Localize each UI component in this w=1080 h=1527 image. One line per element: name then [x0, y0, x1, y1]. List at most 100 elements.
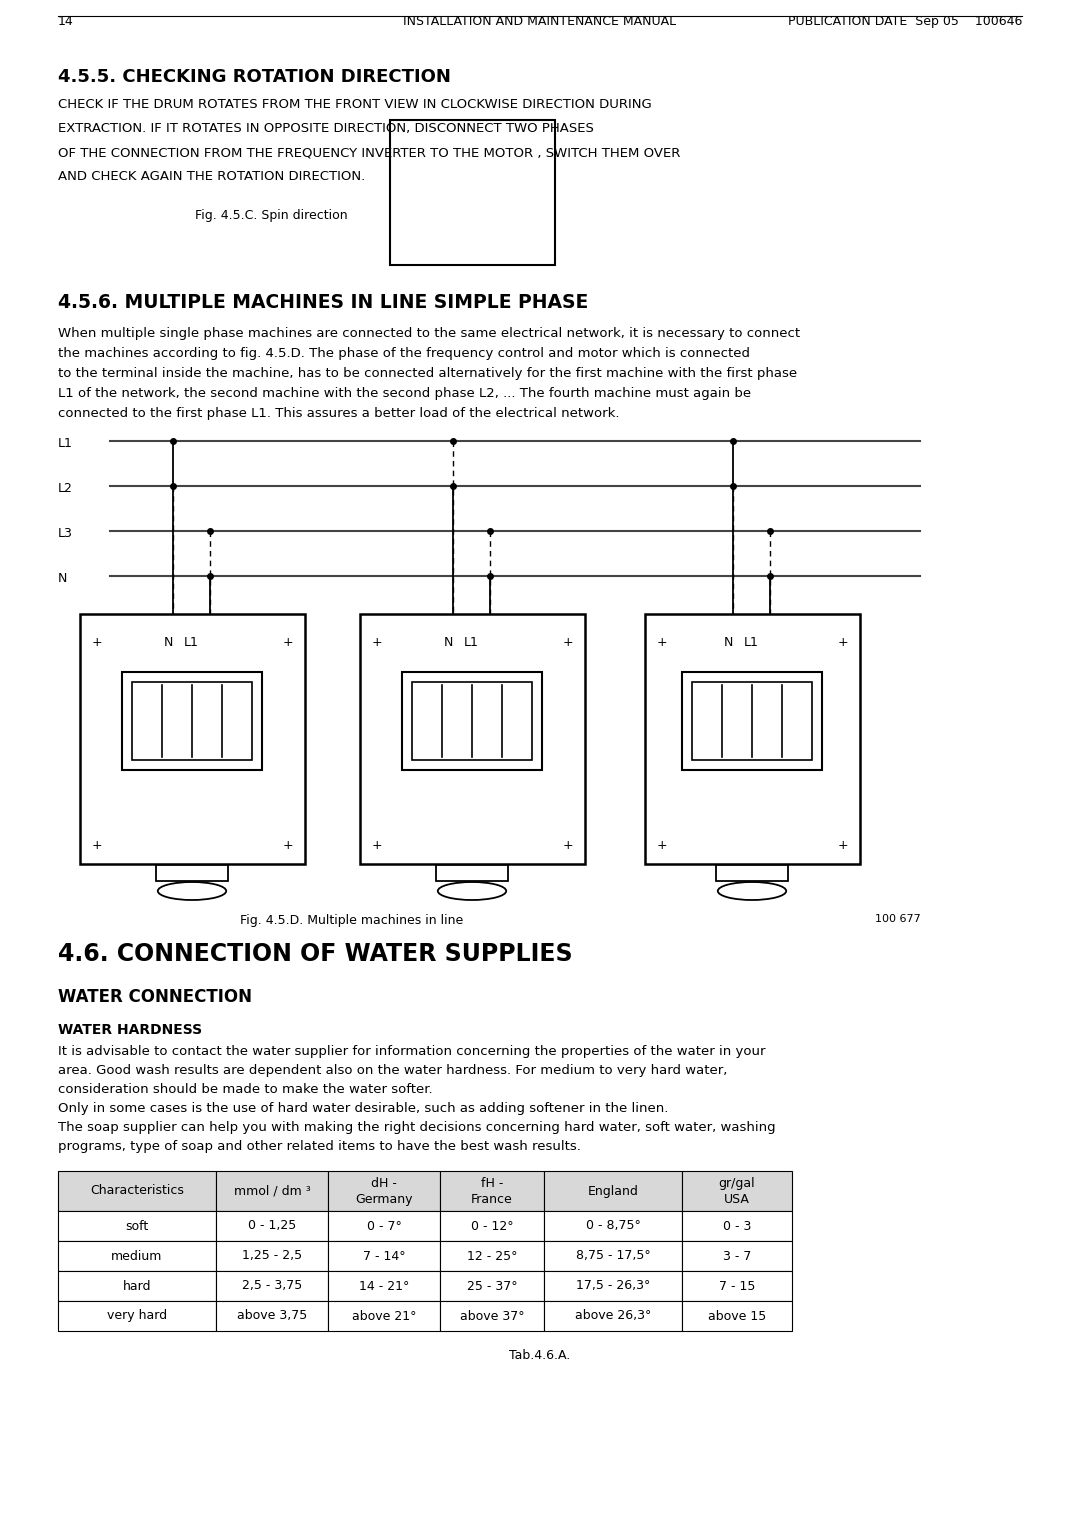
Bar	[411, 683, 532, 760]
Bar	[544, 1171, 681, 1211]
Bar	[216, 1211, 328, 1241]
Text: 12 - 25°: 12 - 25°	[467, 1249, 517, 1263]
Bar	[681, 672, 822, 770]
Text: +: +	[372, 838, 382, 852]
Bar	[440, 1241, 544, 1270]
Text: Characteristics: Characteristics	[90, 1185, 184, 1197]
Text: PUBLICATION DATE  Sep 05    100646: PUBLICATION DATE Sep 05 100646	[787, 15, 1022, 27]
Text: 4.6. CONNECTION OF WATER SUPPLIES: 4.6. CONNECTION OF WATER SUPPLIES	[58, 942, 572, 967]
Ellipse shape	[158, 883, 226, 899]
Bar	[216, 1270, 328, 1301]
Text: +: +	[563, 838, 573, 852]
Text: +: +	[657, 637, 667, 649]
Text: L1: L1	[744, 637, 759, 649]
Text: Germany: Germany	[355, 1193, 413, 1206]
Text: Only in some cases is the use of hard water desirable, such as adding softener i: Only in some cases is the use of hard wa…	[58, 1102, 669, 1115]
Text: +: +	[283, 637, 294, 649]
Bar	[544, 1301, 681, 1332]
Bar	[156, 864, 228, 881]
Bar	[360, 614, 585, 864]
Text: soft: soft	[125, 1220, 149, 1232]
Bar	[58, 1270, 216, 1301]
Text: AND CHECK AGAIN THE ROTATION DIRECTION.: AND CHECK AGAIN THE ROTATION DIRECTION.	[58, 169, 365, 183]
Text: Fig. 4.5.D. Multiple machines in line: Fig. 4.5.D. Multiple machines in line	[240, 915, 463, 927]
Text: +: +	[838, 838, 849, 852]
Text: 3 - 7: 3 - 7	[723, 1249, 752, 1263]
Text: It is advisable to contact the water supplier for information concerning the pro: It is advisable to contact the water sup…	[58, 1044, 766, 1058]
Bar	[402, 672, 542, 770]
Ellipse shape	[718, 883, 786, 899]
Text: 100 677: 100 677	[875, 915, 921, 924]
Text: WATER CONNECTION: WATER CONNECTION	[58, 988, 252, 1006]
Text: 7 - 14°: 7 - 14°	[363, 1249, 405, 1263]
Text: WATER HARDNESS: WATER HARDNESS	[58, 1023, 202, 1037]
Text: 17,5 - 26,3°: 17,5 - 26,3°	[576, 1280, 650, 1292]
Text: 14 - 21°: 14 - 21°	[359, 1280, 409, 1292]
Text: 0 - 12°: 0 - 12°	[471, 1220, 513, 1232]
Text: Tab.4.6.A.: Tab.4.6.A.	[510, 1348, 570, 1362]
Text: N: N	[444, 637, 454, 649]
Text: L1: L1	[184, 637, 199, 649]
Text: programs, type of soap and other related items to have the best wash results.: programs, type of soap and other related…	[58, 1141, 581, 1153]
Text: 8,75 - 17,5°: 8,75 - 17,5°	[576, 1249, 650, 1263]
Bar	[328, 1211, 440, 1241]
Text: 25 - 37°: 25 - 37°	[467, 1280, 517, 1292]
Text: When multiple single phase machines are connected to the same electrical network: When multiple single phase machines are …	[58, 327, 800, 341]
Text: area. Good wash results are dependent also on the water hardness. For medium to : area. Good wash results are dependent al…	[58, 1064, 727, 1077]
Bar	[544, 1211, 681, 1241]
Bar	[328, 1270, 440, 1301]
Bar	[440, 1301, 544, 1332]
Text: INSTALLATION AND MAINTENANCE MANUAL: INSTALLATION AND MAINTENANCE MANUAL	[404, 15, 676, 27]
Bar	[681, 1241, 792, 1270]
Bar	[80, 614, 305, 864]
Text: EXTRACTION. IF IT ROTATES IN OPPOSITE DIRECTION, DISCONNECT TWO PHASES: EXTRACTION. IF IT ROTATES IN OPPOSITE DI…	[58, 122, 594, 134]
Text: 1,25 - 2,5: 1,25 - 2,5	[242, 1249, 302, 1263]
Bar	[390, 121, 555, 266]
Text: gr/gal: gr/gal	[718, 1177, 755, 1191]
Text: above 37°: above 37°	[460, 1310, 524, 1322]
Text: L1: L1	[464, 637, 478, 649]
Bar	[328, 1171, 440, 1211]
Text: 4.5.5. CHECKING ROTATION DIRECTION: 4.5.5. CHECKING ROTATION DIRECTION	[58, 69, 450, 86]
Text: fH -: fH -	[481, 1177, 503, 1191]
Bar	[440, 1211, 544, 1241]
Text: N: N	[724, 637, 733, 649]
Bar	[122, 672, 262, 770]
Bar	[132, 683, 252, 760]
Ellipse shape	[437, 883, 507, 899]
Text: above 15: above 15	[707, 1310, 766, 1322]
Text: the machines according to fig. 4.5.D. The phase of the frequency control and mot: the machines according to fig. 4.5.D. Th…	[58, 347, 750, 360]
Text: N: N	[58, 573, 67, 585]
Bar	[716, 864, 788, 881]
Text: L1 of the network, the second machine with the second phase L2, ... The fourth m: L1 of the network, the second machine wi…	[58, 386, 751, 400]
Text: CHECK IF THE DRUM ROTATES FROM THE FRONT VIEW IN CLOCKWISE DIRECTION DURING: CHECK IF THE DRUM ROTATES FROM THE FRONT…	[58, 98, 651, 111]
Text: 14: 14	[58, 15, 73, 27]
Bar	[216, 1241, 328, 1270]
Text: to the terminal inside the machine, has to be connected alternatively for the fi: to the terminal inside the machine, has …	[58, 366, 797, 380]
Bar	[440, 1171, 544, 1211]
Text: France: France	[471, 1193, 513, 1206]
Text: L3: L3	[58, 527, 72, 541]
Text: The soap supplier can help you with making the right decisions concerning hard w: The soap supplier can help you with maki…	[58, 1121, 775, 1135]
Text: +: +	[372, 637, 382, 649]
Text: connected to the first phase L1. This assures a better load of the electrical ne: connected to the first phase L1. This as…	[58, 408, 620, 420]
Text: mmol / dm ³: mmol / dm ³	[233, 1185, 310, 1197]
Text: L1: L1	[58, 437, 72, 450]
Text: England: England	[588, 1185, 638, 1197]
Text: 0 - 7°: 0 - 7°	[366, 1220, 402, 1232]
Bar	[544, 1241, 681, 1270]
Bar	[328, 1241, 440, 1270]
Text: +: +	[92, 637, 103, 649]
Text: 0 - 1,25: 0 - 1,25	[248, 1220, 296, 1232]
Bar	[216, 1301, 328, 1332]
Text: 0 - 8,75°: 0 - 8,75°	[585, 1220, 640, 1232]
Text: +: +	[92, 838, 103, 852]
Bar	[58, 1241, 216, 1270]
Text: above 26,3°: above 26,3°	[575, 1310, 651, 1322]
Text: 7 - 15: 7 - 15	[719, 1280, 755, 1292]
Bar	[681, 1171, 792, 1211]
Bar	[58, 1211, 216, 1241]
Text: 0 - 3: 0 - 3	[723, 1220, 752, 1232]
Bar	[645, 614, 860, 864]
Text: above 3,75: above 3,75	[237, 1310, 307, 1322]
